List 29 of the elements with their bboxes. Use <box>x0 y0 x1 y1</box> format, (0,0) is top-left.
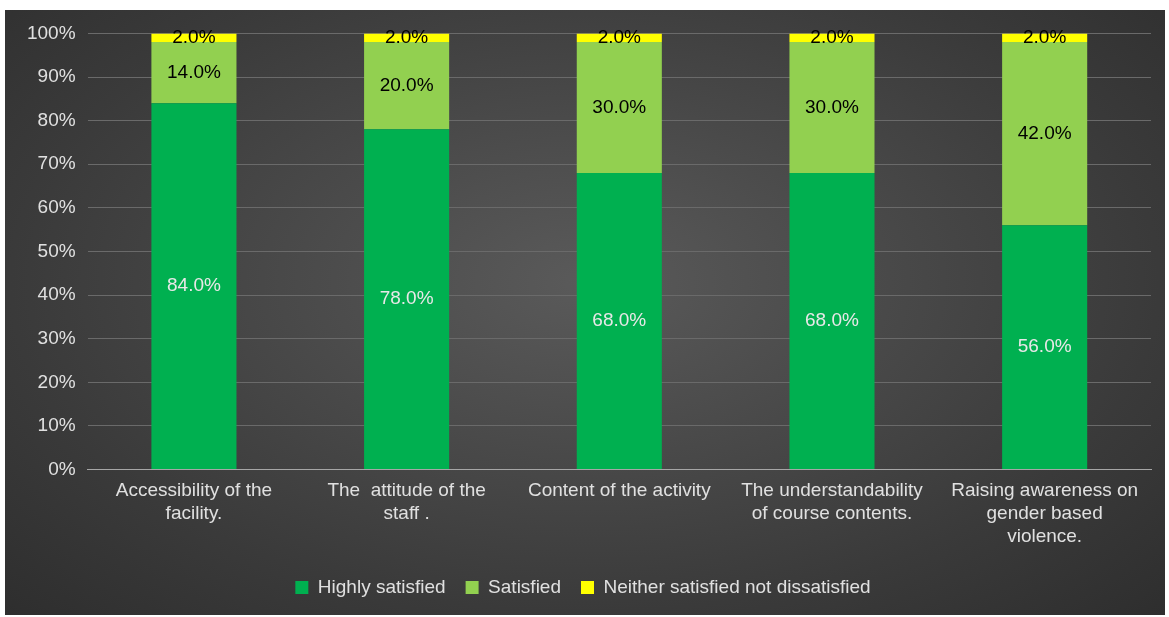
y-tick-label: 40% <box>37 283 76 305</box>
legend-label: Neither satisfied not dissatisfied <box>603 575 871 597</box>
legend-label: Highly satisfied <box>317 575 446 597</box>
data-label: 20.0% <box>379 73 434 95</box>
y-tick-label: 70% <box>37 152 76 174</box>
x-tick-label: Accessibility of the facility. <box>115 479 273 524</box>
y-tick-label: 10% <box>37 414 76 436</box>
y-tick-label: 50% <box>37 239 76 261</box>
data-label: 68.0% <box>592 309 647 331</box>
y-tick-label: 100% <box>26 21 76 43</box>
y-tick-label: 90% <box>37 65 76 87</box>
x-tick-label: The attitude of the staff . <box>327 479 486 524</box>
x-tick-label: Content of the activity <box>527 479 712 501</box>
data-label: 56.0% <box>1017 335 1072 357</box>
data-label: 30.0% <box>592 95 647 117</box>
data-label: 30.0% <box>805 95 860 117</box>
data-label: 68.0% <box>805 309 860 331</box>
data-label: 14.0% <box>167 60 221 82</box>
x-tick-label: Raising awareness on gender based violence. <box>951 479 1139 546</box>
legend-label: Satisfied <box>488 575 561 597</box>
y-tick-label: 0% <box>48 457 76 479</box>
data-label: 78.0% <box>379 287 434 309</box>
y-tick-label: 20% <box>37 370 76 392</box>
data-label: 42.0% <box>1017 121 1072 143</box>
data-label: 84.0% <box>167 274 221 296</box>
x-tick-label: The understandability of course contents. <box>741 479 924 524</box>
y-tick-label: 60% <box>37 196 76 218</box>
y-tick-label: 30% <box>37 326 76 348</box>
y-tick-label: 80% <box>37 108 76 130</box>
